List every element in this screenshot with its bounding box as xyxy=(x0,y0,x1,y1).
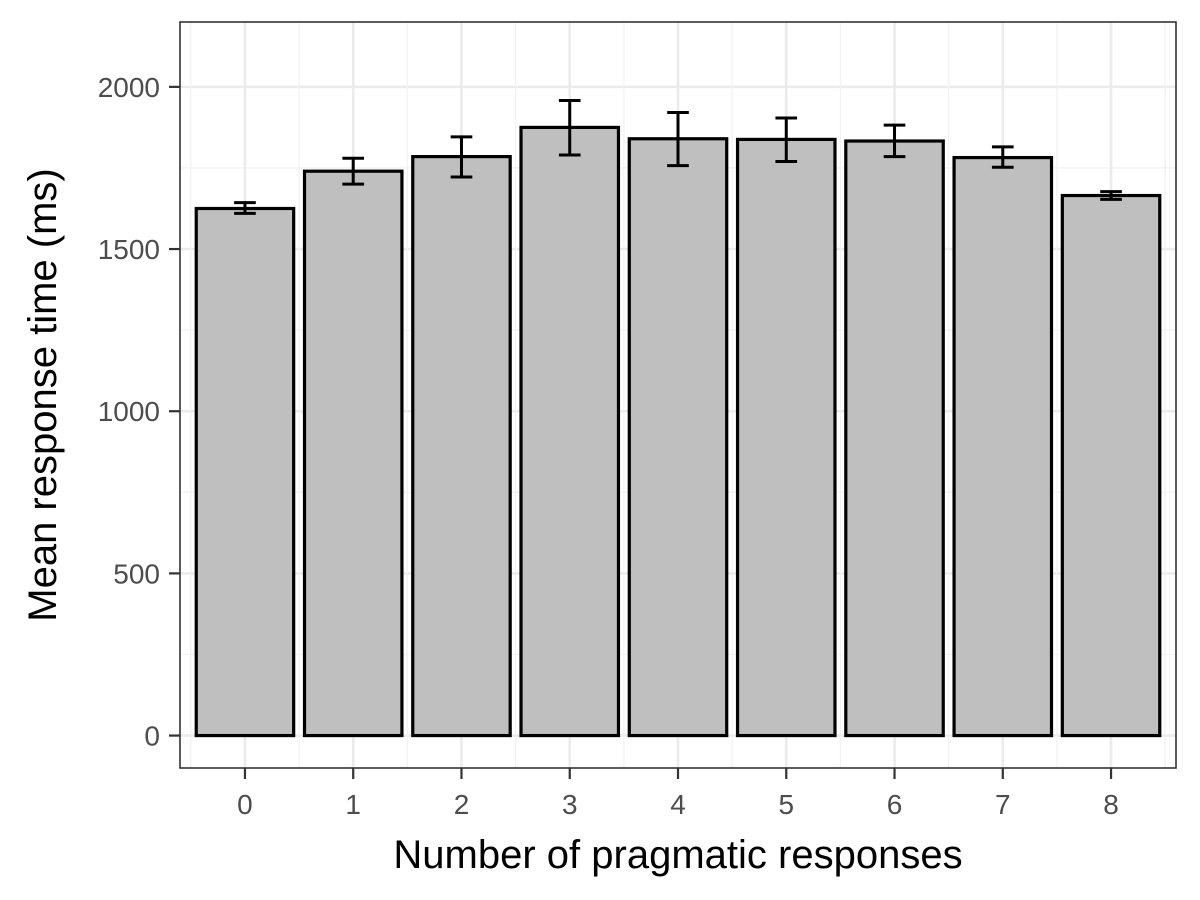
y-tick-label: 1500 xyxy=(98,234,160,265)
bar-2 xyxy=(411,155,512,738)
bar-3 xyxy=(519,125,621,738)
x-tick-label: 6 xyxy=(887,789,903,820)
y-tick-label: 2000 xyxy=(98,72,160,103)
bar-0 xyxy=(194,206,296,738)
bars xyxy=(194,125,1162,738)
y-tick-label: 500 xyxy=(113,558,160,589)
bar-1 xyxy=(302,169,404,738)
error-bar-6 xyxy=(883,123,906,159)
x-tick-label: 4 xyxy=(670,789,686,820)
error-bar-1 xyxy=(342,156,365,186)
x-tick-label: 8 xyxy=(1103,789,1119,820)
x-tick-label: 0 xyxy=(237,789,253,820)
y-axis-title: Mean response time (ms) xyxy=(21,168,65,621)
bar-7 xyxy=(952,155,1054,738)
y-tick-label: 1000 xyxy=(98,396,160,427)
error-bar-4 xyxy=(667,110,689,168)
x-axis-title: Number of pragmatic responses xyxy=(393,833,962,877)
error-bar-5 xyxy=(775,116,798,163)
error-bar-8 xyxy=(1100,190,1122,201)
x-tick-label: 5 xyxy=(778,789,794,820)
error-bars xyxy=(234,98,1122,215)
error-bar-3 xyxy=(558,98,581,157)
x-tick-label: 7 xyxy=(995,789,1011,820)
bar-4 xyxy=(627,137,729,738)
error-bar-2 xyxy=(450,135,473,179)
x-tick-label: 3 xyxy=(562,789,578,820)
y-axis: 0 500 1000 1500 2000 xyxy=(98,72,180,752)
bar-8 xyxy=(1060,193,1162,738)
x-tick-label: 2 xyxy=(454,789,470,820)
x-axis: 0 1 2 3 4 5 6 7 8 xyxy=(237,768,1119,820)
bar-5 xyxy=(735,137,837,738)
bar-6 xyxy=(844,139,945,738)
error-bar-7 xyxy=(991,145,1014,169)
error-bar-0 xyxy=(234,201,256,215)
x-tick-label: 1 xyxy=(345,789,361,820)
y-tick-label: 0 xyxy=(144,721,160,752)
